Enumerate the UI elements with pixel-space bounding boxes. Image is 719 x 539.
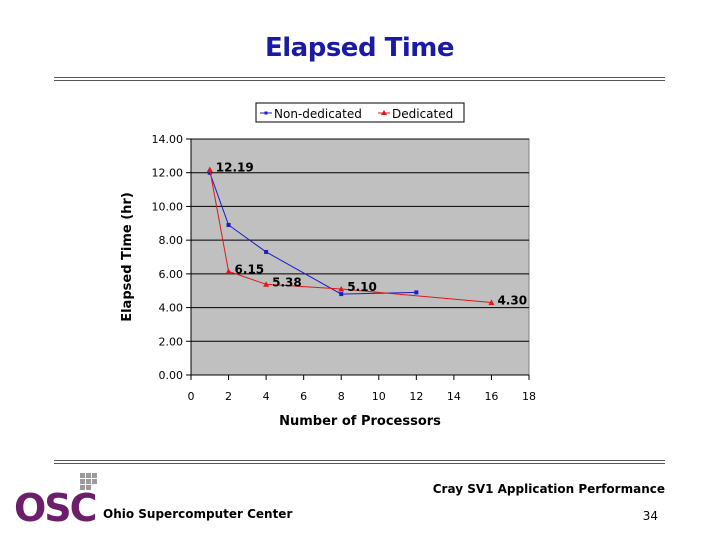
- footer-title: Cray SV1 Application Performance: [432, 482, 665, 496]
- logo-square: [86, 473, 91, 478]
- logo-square: [86, 479, 91, 484]
- x-tick-label: 8: [338, 390, 345, 403]
- y-tick-label: 0.00: [159, 369, 184, 382]
- data-label: 5.38: [272, 275, 302, 289]
- x-tick-label: 16: [484, 390, 498, 403]
- top-divider: [54, 77, 665, 78]
- y-tick-label: 4.00: [159, 302, 184, 315]
- data-label: 4.30: [497, 294, 527, 308]
- x-tick-label: 14: [447, 390, 461, 403]
- data-point: [206, 166, 213, 173]
- y-axis-title: Elapsed Time (hr): [120, 192, 135, 322]
- y-tick-label: 6.00: [159, 268, 184, 281]
- legend-box: [255, 102, 465, 123]
- x-axis-title: Number of Processors: [279, 414, 441, 429]
- logo-square: [80, 473, 85, 478]
- logo-grid-icon: [80, 473, 97, 490]
- data-label: 6.15: [235, 262, 265, 276]
- elapsed-time-chart: Non-dedicated Dedicated 0.00 2.00 4.00 6.00 8…: [120, 102, 536, 429]
- y-tick-label: 8.00: [159, 234, 184, 247]
- logo-square: [92, 473, 97, 478]
- y-tick-label: 14.00: [152, 133, 184, 146]
- slide-title: Elapsed Time: [265, 33, 454, 63]
- data-point: [264, 249, 269, 254]
- x-tick-label: 6: [300, 390, 307, 403]
- org-name: Ohio Supercomputer Center: [103, 507, 293, 521]
- x-tick-label: 10: [372, 390, 386, 403]
- data-label: 12.19: [216, 161, 254, 175]
- x-tick-label: 0: [188, 390, 195, 403]
- top-divider: [54, 80, 665, 81]
- x-tick-label: 18: [522, 390, 536, 403]
- data-point: [338, 286, 345, 292]
- y-tick-label: 2.00: [159, 335, 184, 348]
- legend: Non-dedicated Dedicated: [255, 102, 465, 123]
- x-tick-label: 2: [225, 390, 232, 403]
- bottom-divider: [54, 463, 665, 464]
- data-point: [207, 170, 212, 175]
- page-number: 34: [642, 509, 658, 523]
- data-label: 5.10: [347, 280, 377, 294]
- data-point: [488, 299, 495, 306]
- x-tick-label: 12: [409, 390, 423, 403]
- data-point: [226, 222, 231, 227]
- legend-label: Dedicated: [392, 107, 453, 121]
- bottom-divider: [54, 460, 665, 461]
- y-tick-label: 12.00: [152, 167, 184, 180]
- logo-square: [80, 479, 85, 484]
- data-point: [414, 290, 419, 295]
- x-tick-label: 4: [263, 390, 270, 403]
- logo-square: [92, 479, 97, 484]
- legend-marker: [264, 111, 268, 115]
- data-point: [263, 281, 270, 287]
- legend-label: Non-dedicated: [274, 107, 362, 121]
- data-point: [339, 292, 344, 297]
- osc-logo: OSC: [14, 473, 98, 526]
- y-tick-label: 10.00: [152, 200, 184, 213]
- legend-marker: [381, 110, 387, 115]
- data-point: [225, 268, 232, 274]
- logo-square: [80, 485, 85, 490]
- logo-square: [86, 485, 91, 490]
- logo-text: OSC: [14, 486, 96, 526]
